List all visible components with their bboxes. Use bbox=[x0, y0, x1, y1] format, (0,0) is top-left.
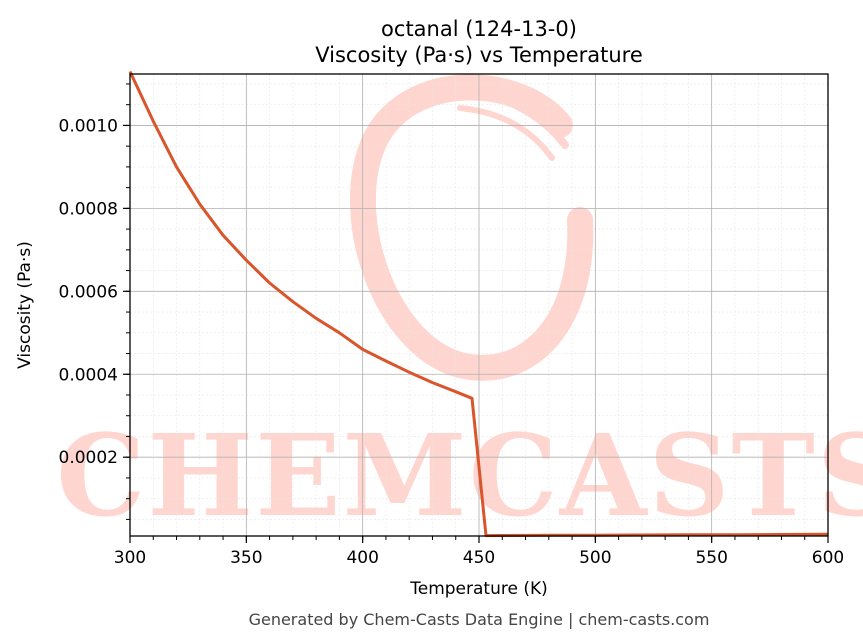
chart-title-line2: Viscosity (Pa·s) vs Temperature bbox=[315, 43, 643, 67]
x-tick-label: 500 bbox=[579, 548, 611, 568]
footer-credit: Generated by Chem-Casts Data Engine | ch… bbox=[249, 610, 710, 629]
y-tick-label: 0.0002 bbox=[59, 448, 118, 468]
x-tick-label: 600 bbox=[812, 548, 844, 568]
y-tick-label: 0.0006 bbox=[59, 282, 118, 302]
x-tick-label: 400 bbox=[346, 548, 378, 568]
x-axis-label: Temperature (K) bbox=[409, 579, 548, 599]
x-tick-label: 550 bbox=[695, 548, 727, 568]
y-tick-label: 0.0008 bbox=[59, 199, 118, 219]
x-tick-label: 300 bbox=[114, 548, 146, 568]
y-tick-label: 0.0004 bbox=[59, 365, 118, 385]
watermark: CHEMCASTS bbox=[56, 74, 863, 542]
y-tick-label: 0.0010 bbox=[59, 116, 118, 136]
x-tick-label: 350 bbox=[230, 548, 262, 568]
axis-tick-labels: 300 350 400 450 500 550 600 0.0002 0.0004 0.0006 0… bbox=[59, 116, 845, 568]
chart-title-line1: octanal (124-13-0) bbox=[381, 17, 577, 41]
x-tick-label: 450 bbox=[463, 548, 495, 568]
y-axis-label: Viscosity (Pa·s) bbox=[15, 241, 35, 369]
watermark-text: CHEMCASTS bbox=[56, 411, 863, 542]
watermark-logo-icon bbox=[349, 74, 594, 381]
axis-ticks bbox=[123, 83, 829, 543]
series-line-viscosity bbox=[128, 70, 829, 538]
